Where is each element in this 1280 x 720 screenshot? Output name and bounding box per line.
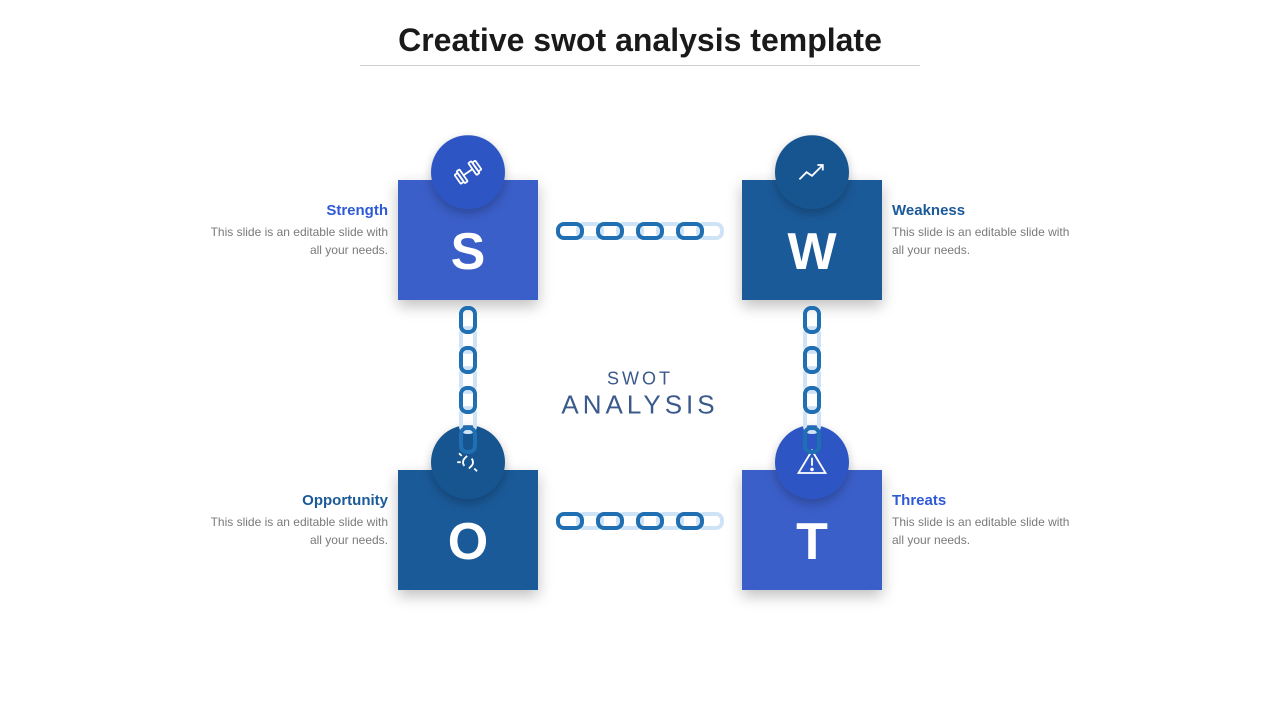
swot-desc-s: This slide is an editable slide with all… [208,223,388,259]
center-line1: SWOT [561,369,718,390]
chain-link [459,426,477,454]
swot-stage: SWOT ANALYSIS S Strength This slide is a… [0,90,1280,720]
swot-card-opportunity: O [398,440,538,590]
swot-text-strength: Strength This slide is an editable slide… [208,202,388,259]
center-line2: ANALYSIS [561,390,718,421]
chain-link [459,346,477,374]
swot-label-t: Threats [892,492,1072,509]
chain-link [556,512,584,530]
swot-desc-w: This slide is an editable slide with all… [892,223,1072,259]
chain-link [459,306,477,334]
swot-text-weakness: Weakness This slide is an editable slide… [892,202,1072,259]
swot-label-s: Strength [208,202,388,219]
swot-card-weakness: W [742,150,882,300]
title-underline [360,65,920,66]
swot-card-threats: T [742,440,882,590]
chain-link [636,222,664,240]
swot-desc-o: This slide is an editable slide with all… [208,513,388,549]
chain-link [459,386,477,414]
page-title: Creative swot analysis template [0,0,1280,65]
swot-card-strength: S [398,150,538,300]
chain-link [803,346,821,374]
trend-icon [794,154,830,190]
swot-circle-w [775,135,849,209]
swot-label-o: Opportunity [208,492,388,509]
chain-bottom [538,512,742,530]
swot-label-w: Weakness [892,202,1072,219]
chain-link [803,306,821,334]
swot-text-opportunity: Opportunity This slide is an editable sl… [208,492,388,549]
swot-letter-s: S [451,222,486,282]
center-label: SWOT ANALYSIS [561,369,718,421]
dumbbell-icon [450,154,486,190]
chain-top [538,222,742,240]
chain-link [676,512,704,530]
chain-right [803,300,821,460]
chain-link [596,512,624,530]
swot-letter-w: W [787,222,836,282]
chain-left [459,300,477,460]
swot-letter-t: T [796,512,828,572]
swot-circle-s [431,135,505,209]
chain-link [803,426,821,454]
chain-link [596,222,624,240]
swot-letter-o: O [448,512,488,572]
chain-link [636,512,664,530]
chain-link [556,222,584,240]
chain-link [803,386,821,414]
swot-desc-t: This slide is an editable slide with all… [892,513,1072,549]
chain-link [676,222,704,240]
swot-text-threats: Threats This slide is an editable slide … [892,492,1072,549]
